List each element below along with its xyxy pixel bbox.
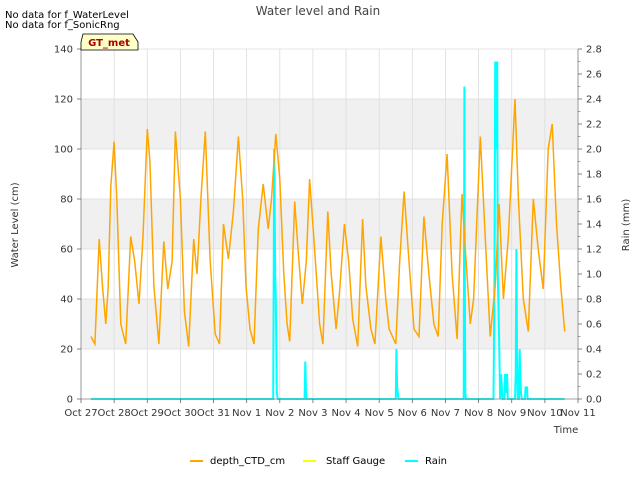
- right-tick-label-1.8: 1.8: [586, 170, 602, 181]
- left-tick-label-80: 80: [60, 195, 73, 206]
- plot-background: [81, 49, 578, 399]
- right-tick-label-0: 0.0: [586, 395, 602, 406]
- legend-label-staff-gauge: Staff Gauge: [326, 456, 385, 467]
- x-axis-label: Time: [553, 425, 578, 436]
- x-tick-label-13: Nov 9: [497, 408, 526, 419]
- x-tick-label-0: Oct 27: [64, 408, 97, 419]
- background-band-2: [81, 99, 578, 149]
- right-tick-label-0.6: 0.6: [586, 320, 602, 331]
- gt-met-badge-box: [80, 33, 139, 51]
- right-tick-label-2.6: 2.6: [586, 70, 602, 81]
- x-tick-label-10: Nov 6: [398, 408, 427, 419]
- left-tick-label-120: 120: [54, 95, 73, 106]
- right-tick-label-0.2: 0.2: [586, 370, 602, 381]
- chart-title: Water level and Rain: [256, 4, 380, 18]
- x-tick-label-2: Oct 29: [131, 408, 164, 419]
- x-tick-label-1: Oct 28: [98, 408, 131, 419]
- left-tick-label-140: 140: [54, 45, 73, 56]
- right-tick-label-1.4: 1.4: [586, 220, 602, 231]
- y-axis-left-label: Water Level (cm): [10, 182, 21, 267]
- x-tick-label-14: Nov 10: [527, 408, 562, 419]
- no-data-note-sonic-rng: No data for f_SonicRng: [5, 20, 120, 31]
- x-tick-label-4: Oct 31: [197, 408, 230, 419]
- x-tick-label-3: Oct 30: [164, 408, 197, 419]
- x-tick-label-5: Nov 1: [232, 408, 261, 419]
- right-tick-label-2.4: 2.4: [586, 95, 602, 106]
- right-tick-label-1.2: 1.2: [586, 245, 602, 256]
- x-tick-label-7: Nov 3: [298, 408, 327, 419]
- right-tick-label-1.6: 1.6: [586, 195, 602, 206]
- x-axis-ticks: Oct 27 Oct 28 Oct 29 Oct 30 Oct 31 Nov 1 Nov 2…: [64, 399, 596, 419]
- right-tick-label-0.8: 0.8: [586, 295, 602, 306]
- right-tick-label-1: 1.0: [586, 270, 602, 281]
- left-tick-label-40: 40: [60, 295, 73, 306]
- legend-label-depth: depth_CTD_cm: [210, 456, 285, 467]
- x-tick-label-8: Nov 4: [332, 408, 361, 419]
- right-tick-label-2.2: 2.2: [586, 120, 602, 131]
- no-data-note-water-level: No data for f_WaterLevel: [5, 10, 129, 21]
- right-tick-label-0.4: 0.4: [586, 345, 602, 356]
- left-tick-label-20: 20: [60, 345, 73, 356]
- right-tick-label-2.8: 2.8: [586, 45, 602, 56]
- left-axis-ticks: 0 20 40 60 80 100 120 140: [54, 45, 81, 406]
- x-tick-label-12: Nov 8: [464, 408, 493, 419]
- left-tick-label-0: 0: [67, 395, 73, 406]
- left-tick-label-100: 100: [54, 145, 73, 156]
- x-tick-label-6: Nov 2: [265, 408, 294, 419]
- series-depth-ctd-line: [90, 98, 566, 347]
- legend-label-rain: Rain: [425, 456, 447, 467]
- series-rain-line: [90, 61, 565, 400]
- right-tick-label-2: 2.0: [586, 145, 602, 156]
- left-tick-label-60: 60: [60, 245, 73, 256]
- y-axis-right-label: Rain (mm): [621, 199, 632, 252]
- x-tick-label-9: Nov 5: [365, 408, 394, 419]
- gt-met-badge: GT_met: [80, 33, 139, 51]
- x-tick-label-15: Nov 11: [560, 408, 595, 419]
- right-axis-ticks: 0.0 0.2 0.4 0.6 0.8 1.0 1.2 1.4 1.6 1.8 2.0 2.2 2.4 2…: [578, 45, 602, 406]
- gt-met-badge-label: GT_met: [88, 38, 130, 49]
- legend: depth_CTD_cm Staff Gauge Rain: [190, 456, 447, 467]
- x-tick-label-11: Nov 7: [431, 408, 460, 419]
